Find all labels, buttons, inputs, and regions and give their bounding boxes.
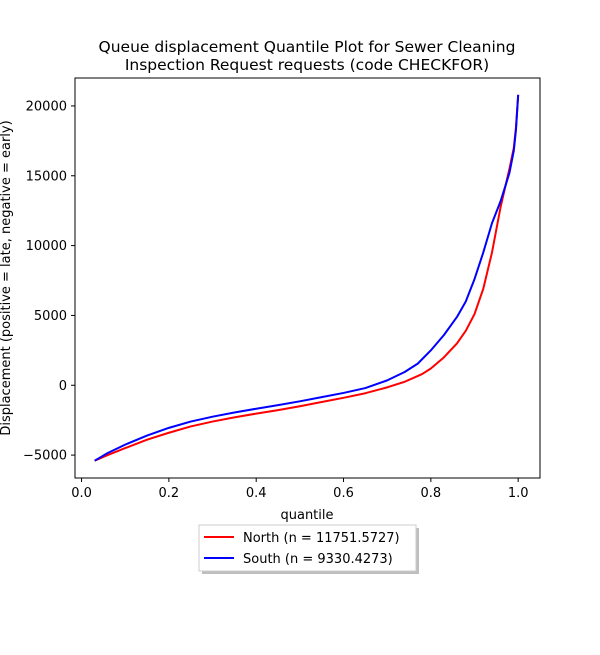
y-tick-label: 0 [59,379,67,394]
legend-label-north: North (n = 11751.5727) [243,531,400,546]
x-tick-label: 0.6 [333,486,354,501]
y-tick-label: −5000 [23,449,67,464]
y-tick-label: 20000 [26,99,67,114]
x-axis-label: quantile [280,508,333,523]
series-line-1 [94,94,520,462]
series-line-0 [94,94,520,462]
chart-title-line-1: Queue displacement Quantile Plot for Sew… [99,38,516,56]
y-tick-label: 10000 [26,239,67,254]
legend-box [198,524,417,572]
y-tick-label: 15000 [26,169,67,184]
plot-area-frame [74,77,541,479]
x-tick-label: 1.0 [508,486,529,501]
x-tick-label: 0.8 [421,486,442,501]
x-axis-ticks: 0.0 0.2 0.4 0.6 0.8 1.0 [71,478,529,501]
legend: North (n = 11751.5727) South (n = 9330.4… [198,524,419,574]
x-tick-label: 0.4 [246,486,267,501]
y-tick-label: 5000 [34,309,67,324]
y-axis-ticks: −5000 0 5000 10000 15000 20000 [23,99,75,464]
x-tick-label: 0.2 [159,486,180,501]
legend-label-south: South (n = 9330.4273) [243,552,393,567]
chart-title-line-2: Inspection Request requests (code CHECKF… [125,56,489,74]
y-axis-label: Displacement (positive = late, negative … [0,120,14,435]
x-tick-label: 0.0 [71,486,92,501]
series-layer [94,94,520,462]
